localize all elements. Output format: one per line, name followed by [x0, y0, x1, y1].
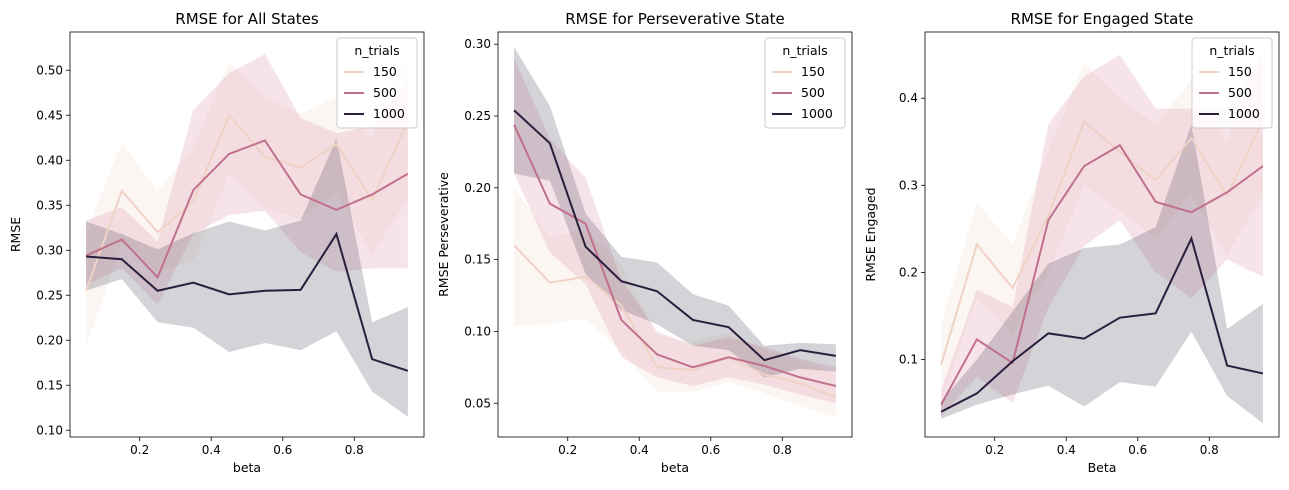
series-line-1000	[940, 235, 1264, 413]
y-tick-label: 0.15	[464, 253, 491, 267]
chart-title: RMSE for All States	[175, 10, 319, 28]
ci-band-1000	[941, 124, 1263, 424]
legend-label: 500	[373, 85, 397, 100]
y-tick-label: 0.20	[464, 181, 491, 195]
legend-label: 1000	[1228, 106, 1260, 121]
chart-panel-1: 0.2 0.4 0.6 0.8 0.10 0.15 0.20 0.25 0.30 0.35 0.40…	[8, 10, 425, 475]
y-tick-label: 0.4	[899, 91, 918, 105]
legend-label: 500	[1228, 85, 1252, 100]
x-tick-label: 0.4	[630, 443, 649, 457]
series-line-500	[85, 139, 409, 280]
x-tick-label: 0.4	[1057, 443, 1076, 457]
y-tick-label: 0.30	[464, 37, 491, 51]
x-tick-label: 0.8	[345, 443, 364, 457]
legend-title: n_trials	[1209, 43, 1254, 58]
y-axis-label: RMSE Engaged	[863, 187, 878, 281]
y-tick-label: 0.20	[36, 333, 63, 347]
legend-label: 150	[373, 64, 397, 79]
x-tick-label: 0.2	[985, 443, 1004, 457]
legend-label: 500	[801, 85, 825, 100]
legend-title: n_trials	[782, 43, 827, 58]
legend-box	[764, 37, 846, 129]
legend: n_trials 150 500 1000	[336, 37, 418, 129]
legend: n_trials 150 500 1000	[764, 37, 846, 129]
series-line-500	[513, 124, 837, 387]
y-tick-label: 0.3	[899, 178, 918, 192]
x-axis-label: Beta	[1088, 460, 1117, 475]
x-tick-label: 0.6	[273, 443, 292, 457]
plot-area	[85, 45, 409, 417]
y-tick-label: 0.25	[464, 109, 491, 123]
x-tick-label: 0.8	[773, 443, 792, 457]
y-tick-label: 0.2	[899, 265, 918, 279]
legend-title: n_trials	[354, 43, 399, 58]
ci-band-500	[86, 54, 408, 305]
y-tick-label: 0.05	[464, 396, 491, 410]
series-line-500	[940, 143, 1264, 406]
legend-label: 150	[1228, 64, 1252, 79]
x-tick-label: 0.2	[130, 443, 149, 457]
y-tick-label: 0.25	[36, 288, 63, 302]
y-tick-label: 0.30	[36, 243, 63, 257]
y-tick-label: 0.15	[36, 378, 63, 392]
legend-box	[1191, 37, 1273, 129]
y-tick-label: 0.50	[36, 63, 63, 77]
series-line-150	[513, 244, 837, 399]
legend: n_trials 150 500 1000	[1191, 37, 1273, 129]
y-tick-label: 0.10	[464, 324, 491, 338]
series-line-150	[85, 113, 409, 292]
x-tick-label: 0.8	[1200, 443, 1219, 457]
series-line-1000	[513, 109, 837, 362]
series-line-1000	[86, 231, 409, 372]
axes-frame	[924, 31, 1280, 438]
y-tick-label: 0.35	[36, 198, 63, 212]
ci-band-150	[86, 45, 408, 347]
axes-frame	[497, 31, 853, 438]
legend-box	[336, 37, 418, 129]
y-tick-label: 0.10	[36, 423, 63, 437]
y-tick-label: 0.40	[36, 153, 63, 167]
y-tick-label: 0.1	[899, 352, 918, 366]
x-tick-label: 0.4	[202, 443, 221, 457]
chart-title: RMSE for Engaged State	[1011, 10, 1194, 28]
x-tick-label: 0.6	[1128, 443, 1147, 457]
y-axis-label: RMSE Perseverative	[436, 172, 451, 297]
legend-label: 1000	[801, 106, 833, 121]
y-tick-label: 0.45	[36, 108, 63, 122]
x-tick-label: 0.6	[701, 443, 720, 457]
legend-label: 1000	[373, 106, 405, 121]
x-axis-label: beta	[661, 460, 689, 475]
axes-frame	[69, 31, 425, 438]
y-axis-label: RMSE	[8, 217, 23, 252]
ci-band-500	[514, 58, 836, 404]
x-tick-label: 0.2	[558, 443, 577, 457]
ci-band-1000	[514, 47, 836, 378]
ci-band-1000	[86, 138, 408, 417]
plot-area	[940, 45, 1264, 424]
chart-panel-3: 0.2 0.4 0.6 0.8 0.1 0.2 0.3 0.4 RMSE for Engaged…	[863, 10, 1280, 475]
ci-band-150	[941, 45, 1263, 404]
x-axis-label: beta	[233, 460, 261, 475]
plot-area	[513, 47, 837, 418]
chart-title: RMSE for Perseverative State	[565, 10, 785, 28]
series-line-150	[940, 119, 1264, 365]
chart-panel-2: 0.2 0.4 0.6 0.8 0.05 0.10 0.15 0.20 0.25 0.30 RMSE…	[436, 10, 853, 475]
legend-label: 150	[801, 64, 825, 79]
